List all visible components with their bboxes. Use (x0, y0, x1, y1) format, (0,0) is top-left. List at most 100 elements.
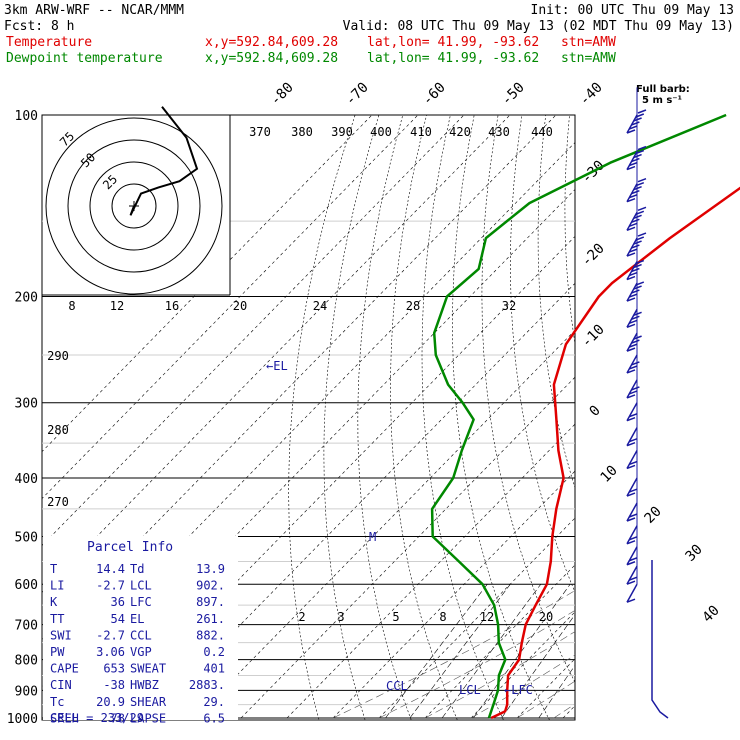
isotherm-line (42, 115, 465, 546)
theta-label: 410 (410, 125, 432, 139)
barb-flag (631, 218, 640, 224)
mixing-ratio-line (441, 584, 542, 719)
barb-flag (628, 343, 638, 348)
parcel-value: 261. (196, 612, 225, 626)
barb-flag (635, 182, 645, 187)
dry-adiabat-line (288, 115, 356, 720)
barb-flag (626, 464, 636, 470)
barb-flag (628, 488, 638, 493)
hodograph-ring (111, 183, 157, 229)
mixing-ratio-line (501, 614, 575, 719)
isotherm-label: 10 (598, 463, 621, 486)
theta-label: 270 (47, 495, 69, 509)
pressure-tick-label: 300 (15, 397, 38, 412)
dry-adiabat-line (734, 87, 740, 730)
level-annotations: ←EL M CCL LCL ←LFC (266, 359, 533, 697)
pressure-tick-label: 200 (15, 291, 38, 306)
isotherm-line (596, 87, 740, 730)
barb-flag (626, 323, 636, 329)
parcel-value: 882. (196, 628, 225, 642)
barb-flag (631, 244, 640, 249)
parcel-label: SREH (50, 711, 79, 725)
isotherm-line (42, 115, 419, 500)
isotherm-line (330, 470, 575, 720)
background-grid (41, 87, 740, 730)
parcel-label: K (50, 595, 58, 609)
mixing-ratio-line (409, 584, 511, 719)
parcel-cell: CELL = 233/29 (50, 711, 144, 725)
mixing-ratio-line (385, 584, 488, 719)
barb-flag (628, 222, 638, 228)
barb-flag (626, 540, 636, 545)
parcel-value: 897. (196, 595, 225, 609)
lower-barb-trace (651, 560, 669, 719)
wind-barb (626, 206, 647, 232)
pressure-tick-label: 1000 (7, 712, 38, 727)
wind-barb (626, 583, 638, 603)
xy-readout-1: x,y=592.84,609.28 (205, 35, 338, 50)
hodograph-ring (89, 161, 179, 251)
barb-flag (626, 517, 636, 522)
wind-barb (626, 427, 638, 447)
wind-barb (626, 145, 647, 171)
barb-flag (635, 113, 645, 118)
legend-dewpoint: Dewpoint temperature (6, 51, 163, 66)
barb-flag (631, 315, 640, 321)
barb-flag (628, 293, 638, 298)
theta-label: 390 (331, 125, 353, 139)
isotherm-line (514, 658, 575, 720)
full-barb-unit: 5 m s⁻¹ (642, 95, 682, 106)
pressure-tick-label: 900 (15, 684, 38, 699)
dry-adiabat-line (481, 115, 575, 683)
wind-barb (626, 109, 647, 134)
parcel-value: 20.9 (96, 695, 125, 709)
isotherm-label: -80 (268, 80, 297, 109)
dry-adiabat-line (641, 87, 740, 730)
moist-adiabat-line (516, 680, 575, 719)
parcel-label: CCL (130, 628, 152, 642)
barb-flag (637, 109, 647, 114)
barb-flag (633, 311, 642, 317)
isotherm-line (284, 423, 575, 720)
theta-label: 290 (47, 349, 69, 363)
barb-staff (626, 525, 638, 545)
wind-barb (626, 332, 642, 352)
lcl-annotation: LCL (459, 683, 481, 697)
wind-barb (626, 546, 638, 566)
barb-staff (626, 477, 638, 497)
hodograph-speed-label: 28 (406, 299, 420, 313)
moist-adiabat-line (424, 631, 575, 719)
mixing-ratio-label: 3 (337, 610, 344, 624)
barb-flag (626, 492, 636, 497)
wind-barb (626, 259, 645, 281)
theta-label: 430 (488, 125, 510, 139)
barb-flag (631, 339, 640, 344)
lfc-annotation: ←LFC (504, 683, 533, 697)
dry-adiabat-line (537, 115, 575, 489)
barb-staff (626, 427, 638, 447)
theta-label: 370 (249, 125, 271, 139)
parcel-value: 3.06 (96, 645, 125, 659)
parcel-info-title: Parcel Info (87, 540, 173, 555)
parcel-info-panel: Parcel Info T 14.4 Td 13.9 LI -2.7 LCL 902. K 36 LF… (43, 536, 238, 725)
hodograph-speed-label: 8 (68, 299, 75, 313)
mixing-ratio-label: 8 (439, 610, 446, 624)
isotherm-label: -50 (499, 80, 528, 109)
barb-flag (626, 252, 636, 257)
pressure-tick-label: 700 (15, 619, 38, 634)
parcel-label: PW (50, 645, 65, 659)
wind-barb (626, 450, 638, 470)
parcel-value: -2.7 (96, 579, 125, 593)
barb-flag (626, 580, 636, 585)
dry-adiabat-line (688, 87, 740, 730)
mixing-ratio-label: 5 (392, 610, 399, 624)
barb-flag (628, 194, 638, 199)
isotherm-line (560, 705, 575, 720)
parcel-label: TT (50, 612, 64, 626)
barb-flag (628, 161, 638, 167)
barb-flag (626, 369, 636, 374)
parcel-value: 36 (111, 595, 125, 609)
barb-flag (631, 157, 640, 163)
theta-label: 380 (291, 125, 313, 139)
parcel-label: LAPSE (130, 711, 166, 725)
